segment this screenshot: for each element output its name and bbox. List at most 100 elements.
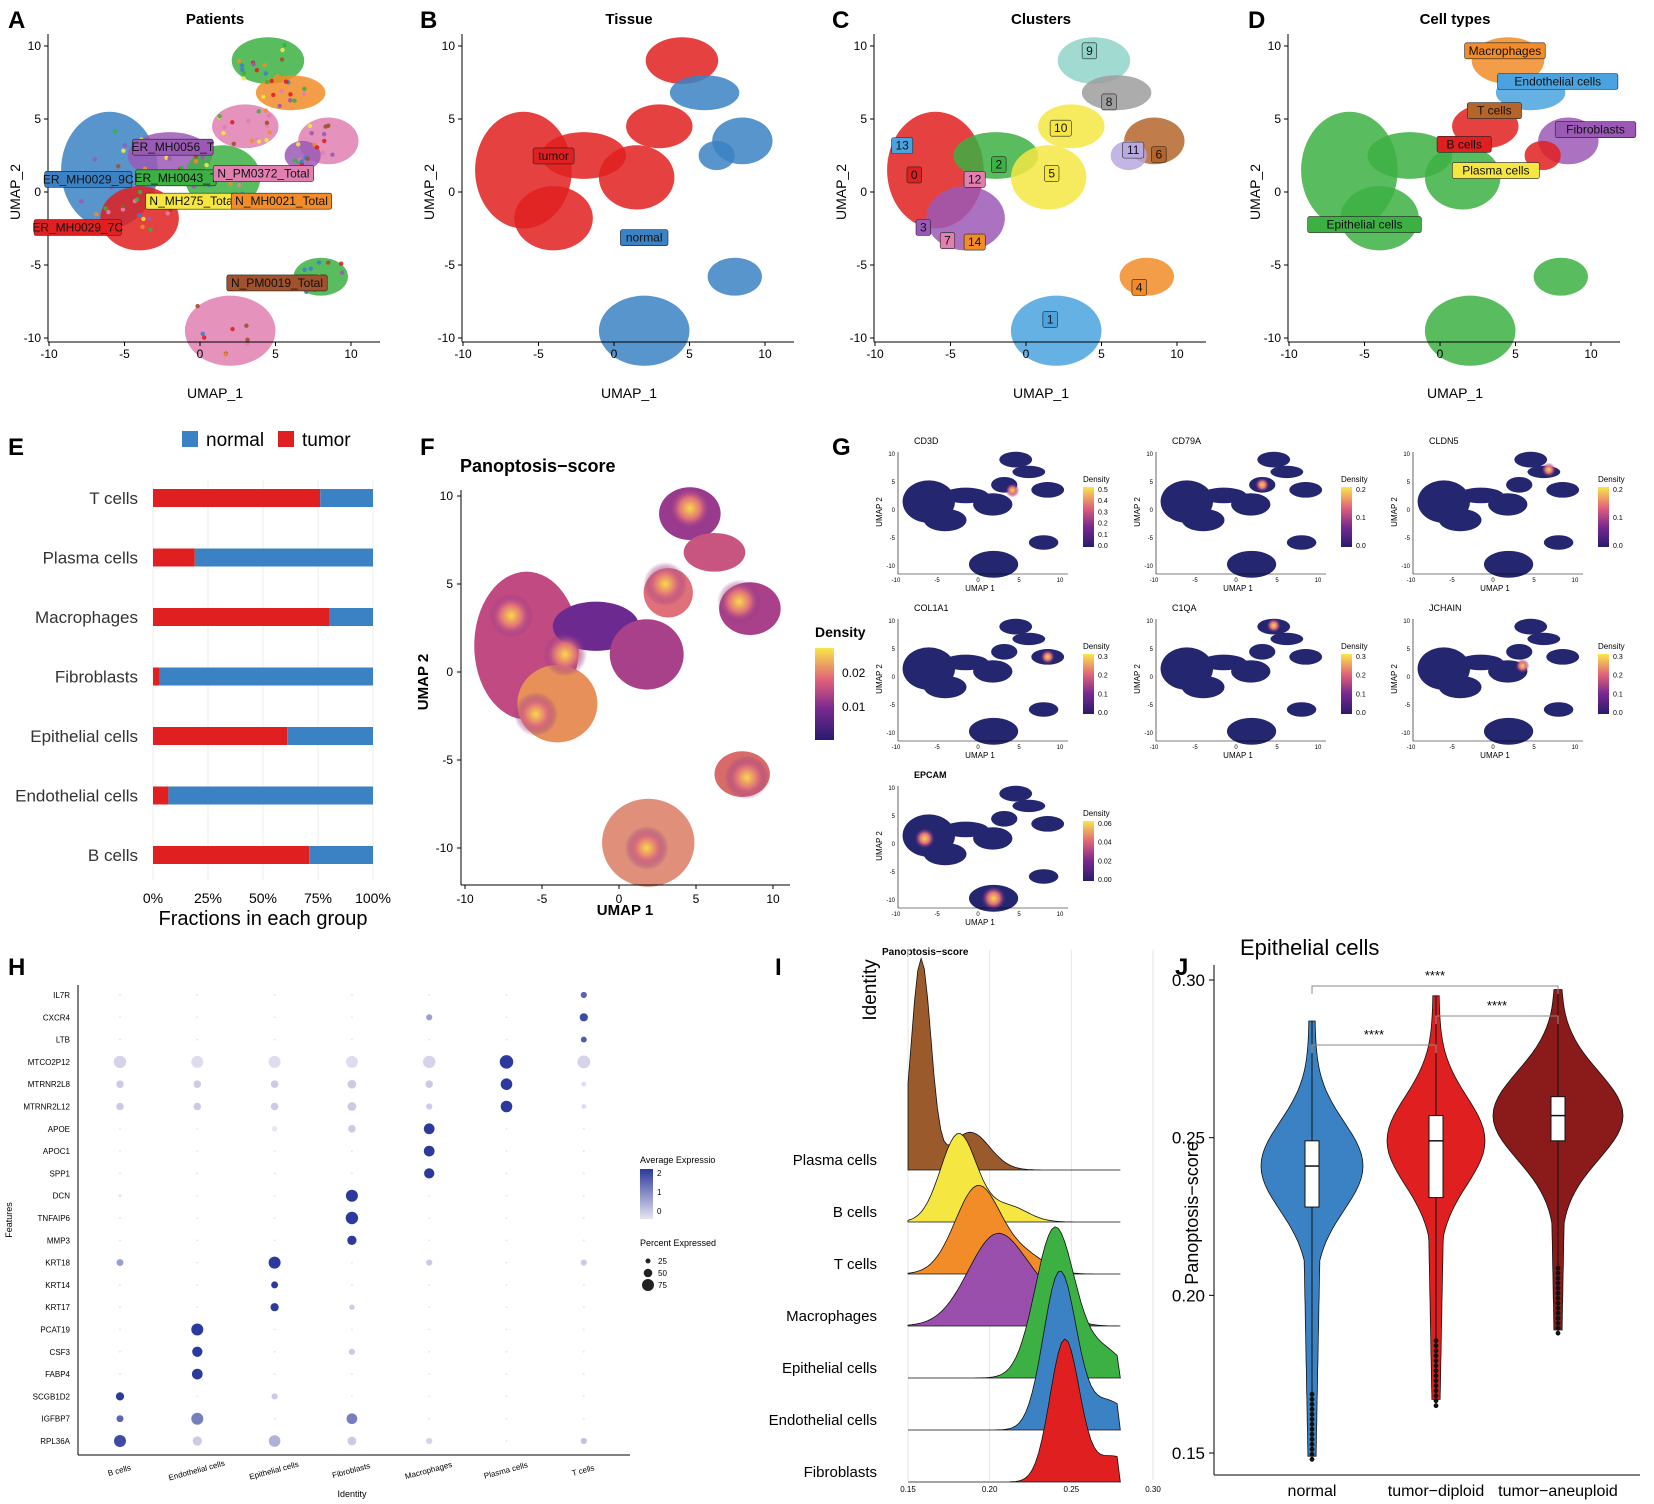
expr-colorbar [640,1169,653,1219]
legend-label-tumor: tumor [302,430,351,451]
colorbar [1598,487,1609,547]
x-tick-label: -5 [1192,745,1198,751]
y-tick-label: -5 [1405,703,1411,709]
dot [428,1373,431,1376]
bar-tumor [153,846,310,864]
dot [582,1328,585,1331]
colorbar-tick: 0.1 [1613,691,1623,698]
cluster-label-box [1436,135,1492,153]
cell-point [330,152,335,157]
panel-title: Clusters [1011,11,1071,28]
y-tick-label: 0 [892,508,896,514]
category-label: B cells [88,846,138,865]
y-tick-label: 0.20 [1172,1286,1205,1305]
dot [119,1373,121,1376]
x-tick-label: -5 [934,745,940,751]
ridge-label: B cells [833,1204,877,1221]
dot [350,1261,353,1264]
y-tick-label: 5 [446,577,453,591]
colorbar-tick: 0.01 [842,700,866,714]
feature-label: FABP4 [45,1370,70,1379]
ridge-label: Endothelial cells [769,1412,877,1429]
density-hotspot [667,486,712,531]
y-tick-label: 0 [860,185,867,199]
cluster-label-box [963,171,986,188]
y-axis-label: UMAP 2 [1390,497,1399,527]
cell-point [307,123,313,129]
expression-hotspot [1266,618,1281,633]
bar-tumor [153,489,321,507]
y-tick-label: 5 [1150,647,1154,653]
cell-point [263,71,268,76]
x-tick-label: 0 [976,745,980,751]
ridge-label: Epithelial cells [782,1360,877,1377]
cell-point [264,120,270,126]
cell-point [121,148,126,153]
cell-cluster [707,257,762,296]
cell-point [263,108,269,113]
y-tick-label: 0 [892,842,896,848]
y-axis-label: UMAP 2 [875,497,884,527]
colorbar-tick: 0.4 [1098,498,1108,505]
colorbar-tick: 0.1 [1098,691,1108,698]
cell-point [267,130,272,135]
cell-region [1483,717,1534,745]
dot [428,1395,431,1398]
dot [196,1217,199,1219]
dot [273,1239,276,1242]
dot [505,1150,508,1153]
dot [196,1038,199,1041]
gene-title: CD3D [914,436,939,446]
legend-expr-title: Average Expressio [640,1155,715,1165]
dot [499,1055,514,1069]
x-tick-label: 10 [1572,745,1579,751]
cell-point [120,203,126,208]
cell-point [94,212,99,217]
colorbar-tick: 0.2 [1613,487,1623,494]
cell-point [296,142,301,147]
x-tick-label: -10 [1150,578,1159,584]
density-hotspot [724,755,769,800]
cell-point [239,63,245,68]
dot [505,1417,508,1420]
colorbar-tick: 0.0 [1098,710,1108,717]
dot [268,1055,281,1068]
dot [273,1328,276,1331]
colorbar-tick: 0.5 [1098,487,1108,494]
outlier-point [1433,1378,1439,1384]
y-tick-label: -5 [890,870,896,876]
cell-point [120,207,126,212]
feature-label: MTRNR2L12 [23,1103,70,1112]
cluster-label-box [906,166,922,184]
cell-point [283,79,289,84]
cell-region [1181,508,1225,532]
colorbar-title: Density [1083,809,1110,818]
expression-hotspot [1541,462,1556,477]
cell-point [245,341,250,346]
cell-region [1231,493,1271,516]
outlier-point [1309,1426,1315,1432]
dot [273,1217,276,1219]
cluster-label-box [915,219,931,236]
panel-letter-B: B [420,7,437,34]
cell-region [1226,717,1277,745]
y-tick-label: 10 [1146,452,1153,458]
x-tick-label: 75% [304,890,332,906]
dot [196,1283,199,1286]
dot [582,1172,585,1175]
x-tick-label: 0 [611,347,618,361]
cell-point [193,159,199,164]
cell-region [1289,482,1323,498]
cell-point [245,337,250,342]
cell-point [338,261,344,266]
y-tick-label: 10 [28,39,42,53]
dot [428,1306,431,1309]
density-region [609,619,684,690]
dot [119,1150,121,1153]
cell-region [1488,493,1528,516]
colorbar [1083,821,1094,881]
expr-tick: 2 [657,1169,662,1178]
cell-point [305,156,310,162]
x-tick-label: 0 [197,347,204,361]
outlier-point [1309,1401,1315,1407]
